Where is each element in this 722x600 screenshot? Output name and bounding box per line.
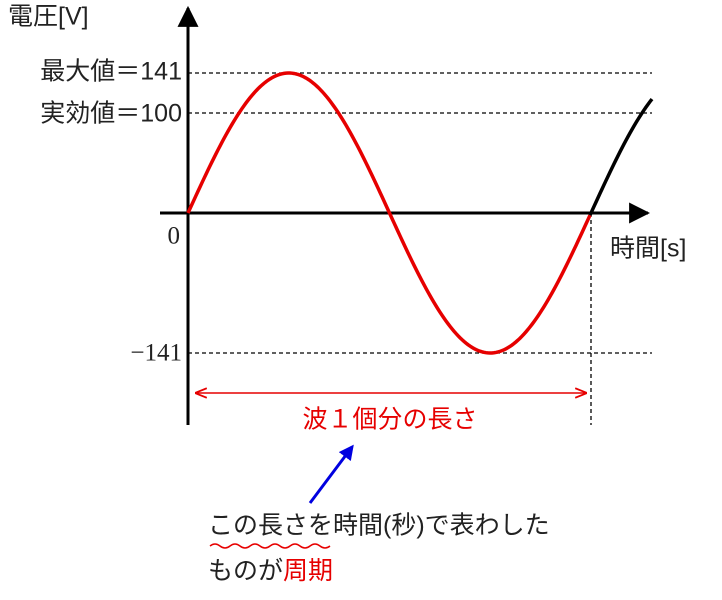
x-axis-label: 時間[s] [610,235,686,263]
origin-label: 0 [168,223,181,250]
min-label: −141 [130,340,182,367]
span-label: 波１個分の長さ [302,406,477,434]
note-prefix: ものが [208,557,283,585]
wave-one-period [186,71,592,355]
guide-lines [188,72,652,425]
wave-continuation [588,97,654,216]
note-emphasis: 周期 [283,557,333,585]
wavy-underline [209,543,331,549]
note-line2: ものが周期 [208,557,333,585]
y-axis-label: 電圧[V] [8,3,89,31]
rms-label: 実効値＝100 [40,100,182,128]
pointer-arrow [308,444,354,504]
max-label: 最大値＝141 [40,58,182,86]
note-line1: この長さを時間(秒)で表わした [208,512,550,540]
